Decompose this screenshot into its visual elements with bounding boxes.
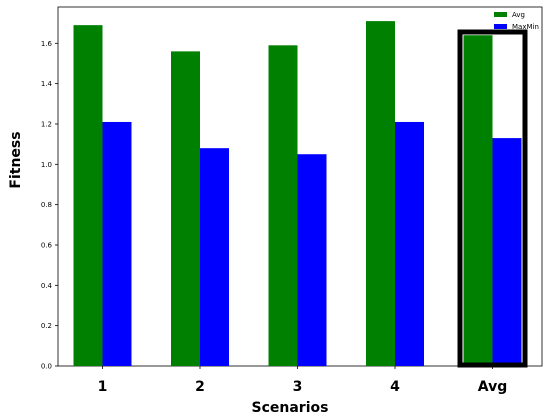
bar-maxmin-2 — [297, 154, 327, 366]
y-tick-label: 0.8 — [41, 201, 52, 209]
bar-maxmin-0 — [102, 121, 132, 367]
legend-swatch-avg — [494, 12, 507, 17]
y-tick-label: 1.6 — [41, 40, 53, 48]
bar-avg-2 — [268, 45, 298, 367]
bar-maxmin-3 — [395, 121, 424, 367]
y-tick-label: 0.0 — [41, 363, 52, 371]
y-tick-label: 0.4 — [41, 282, 53, 290]
y-tick-label: 1.0 — [41, 161, 52, 169]
highlight-box-group — [457, 29, 528, 368]
bar-maxmin-1 — [200, 148, 229, 366]
legend: Avg MaxMin — [494, 11, 539, 31]
x-tick-label: 4 — [390, 379, 400, 395]
x-tick-label: Avg — [478, 379, 507, 395]
x-tick-label: 1 — [98, 379, 108, 395]
y-tick-label: 1.4 — [41, 80, 53, 88]
bar-series — [73, 21, 522, 367]
legend-swatch-maxmin — [494, 24, 507, 29]
y-tick-label: 0.6 — [41, 241, 53, 249]
bar-avg-0 — [73, 25, 103, 367]
y-axis-ticks: 0.0 0.2 0.4 0.6 0.8 1.0 1.2 1.4 1.6 — [41, 40, 58, 371]
y-axis-label: Fitness — [8, 131, 24, 188]
x-axis-ticks: 1 2 3 4 Avg — [98, 366, 507, 395]
x-axis-label: Scenarios — [252, 400, 329, 416]
bar-avg-1 — [171, 51, 200, 366]
bar-avg-3 — [366, 21, 395, 366]
y-tick-label: 1.2 — [41, 120, 52, 128]
bar-maxmin-4 — [492, 138, 522, 366]
bar-avg-4 — [463, 35, 493, 366]
x-tick-label: 3 — [293, 379, 303, 395]
x-tick-label: 2 — [195, 379, 205, 395]
legend-label-maxmin: MaxMin — [512, 23, 539, 31]
y-tick-label: 0.2 — [41, 322, 52, 330]
highlight-box — [457, 29, 528, 368]
legend-label-avg: Avg — [512, 11, 525, 19]
